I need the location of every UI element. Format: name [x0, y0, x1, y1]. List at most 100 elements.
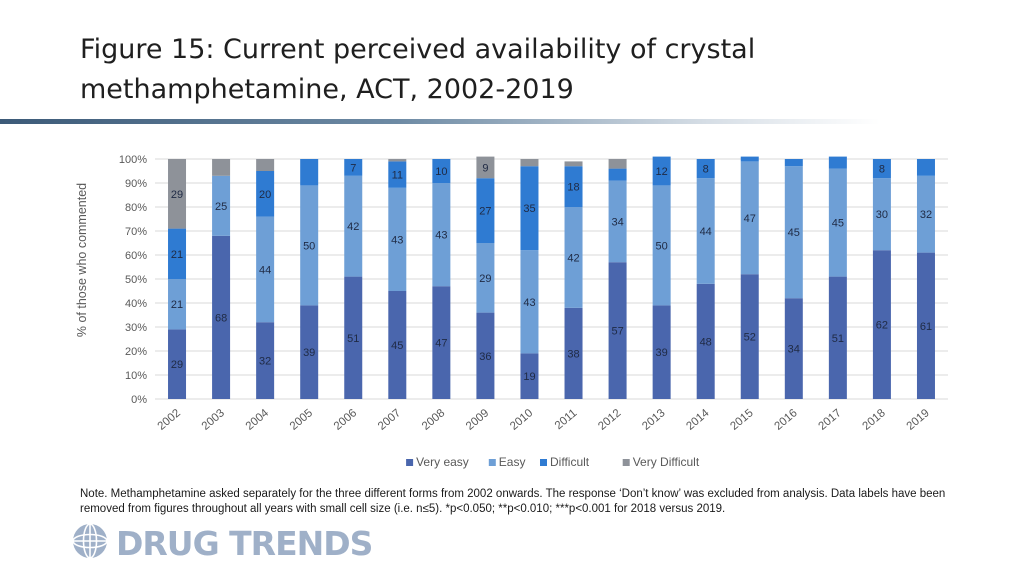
bar-segment [916, 159, 935, 176]
data-label: 44 [700, 226, 712, 238]
bar-segment [652, 305, 671, 399]
x-tick-label: 2002 [156, 407, 183, 433]
y-axis-label: % of those who commented [75, 183, 89, 337]
data-label: 29 [171, 359, 183, 371]
x-tick-label: 2016 [772, 407, 799, 433]
data-label: 43 [391, 234, 403, 246]
legend-swatch [488, 459, 496, 466]
legend-swatch [406, 459, 414, 466]
bar-segment [344, 175, 363, 277]
x-tick-label: 2003 [200, 407, 227, 433]
y-tick-label: 50% [125, 274, 147, 286]
bar-segment [520, 166, 539, 251]
bar-segment [784, 298, 803, 399]
data-label: 42 [347, 221, 359, 233]
data-label: 38 [567, 348, 579, 360]
x-tick-label: 2012 [596, 407, 623, 433]
data-label: 11 [392, 170, 403, 182]
bar-segment [212, 235, 231, 399]
y-tick-label: 10% [125, 370, 147, 382]
logo-wordmark: DRUG TRENDS [116, 524, 372, 563]
x-tick-label: 2011 [553, 407, 580, 432]
bar-segment [476, 156, 495, 179]
x-tick-label: 2019 [905, 407, 932, 433]
data-label: 27 [479, 206, 491, 218]
bar-segment [344, 159, 363, 176]
data-label: 42 [567, 252, 579, 264]
bar-segment [740, 156, 759, 162]
bar-segment [168, 228, 187, 279]
y-tick-label: 40% [125, 298, 147, 310]
y-tick-label: 90% [125, 178, 147, 190]
x-tick-label: 2007 [376, 407, 403, 433]
slide-title: Figure 15: Current perceived availabilit… [80, 34, 756, 105]
bar-segment [564, 307, 583, 399]
data-label: 19 [523, 371, 535, 383]
bar-segment [212, 175, 231, 236]
data-label: 45 [391, 340, 403, 352]
data-label: 45 [788, 227, 800, 239]
bar-segment [564, 161, 583, 167]
x-tick-label: 2015 [728, 407, 755, 433]
bar-segment [256, 159, 275, 171]
y-tick-label: 100% [119, 154, 147, 166]
bar-segment [872, 178, 891, 251]
bar-segment [256, 322, 275, 399]
data-label: 62 [876, 320, 888, 332]
legend-label: Difficult [550, 455, 590, 469]
data-label: 25 [215, 201, 227, 213]
stacked-bar-chart: 0% 10% 20% 30% 40% 50% 60% 70% 80% 90% 100% 29 21 21… [75, 154, 948, 469]
bar-segment [256, 216, 275, 323]
bar-segment [564, 207, 583, 308]
data-label: 34 [788, 344, 800, 356]
bar-segment [916, 252, 935, 399]
legend-label: Very easy [416, 455, 469, 469]
x-tick-label: 2005 [288, 407, 315, 433]
bar-segment [916, 175, 935, 253]
data-label: 8 [703, 164, 709, 176]
y-tick-label: 30% [125, 322, 147, 334]
y-tick-label: 70% [125, 226, 147, 238]
x-tick-label: 2010 [508, 407, 535, 433]
bar-segment [740, 274, 759, 399]
data-label: 34 [611, 216, 623, 228]
data-label: 18 [567, 182, 579, 194]
data-label: 50 [656, 240, 668, 252]
x-tick-label: 2004 [244, 407, 272, 433]
y-tick-label: 80% [125, 202, 147, 214]
data-label: 21 [171, 249, 183, 261]
bar-segment [476, 178, 495, 243]
y-tick-label: 0% [131, 394, 147, 406]
data-label: 48 [700, 336, 712, 348]
legend-swatch [622, 459, 630, 466]
bar-segment [476, 312, 495, 399]
bar-segment [696, 283, 715, 399]
data-label: 29 [479, 273, 491, 285]
bar-segment [300, 305, 319, 399]
bar-segment [872, 159, 891, 179]
data-label: 30 [876, 209, 888, 221]
data-label: 47 [744, 213, 756, 225]
bar-segment [828, 156, 847, 169]
x-tick-label: 2017 [816, 407, 843, 433]
bar-segment [608, 262, 627, 399]
legend-swatch [540, 459, 547, 466]
bar-segment [388, 161, 407, 188]
data-label: 51 [347, 333, 359, 345]
data-label: 57 [611, 326, 623, 338]
x-tick-label: 2009 [464, 407, 491, 433]
bar-segment [608, 159, 627, 169]
data-label: 10 [435, 166, 447, 178]
data-label: 43 [523, 297, 535, 309]
data-label: 21 [171, 299, 183, 311]
bar-segment [652, 156, 671, 186]
data-label: 35 [523, 203, 535, 215]
bar-segment [344, 276, 363, 399]
bar-segment [388, 159, 407, 162]
x-tick-label: 2013 [640, 407, 667, 433]
y-tick-label: 60% [125, 250, 147, 262]
title-divider [0, 119, 880, 124]
x-tick-label: 2018 [861, 407, 888, 433]
bar-segment [740, 161, 759, 275]
x-tick-label: 2014 [684, 407, 712, 433]
